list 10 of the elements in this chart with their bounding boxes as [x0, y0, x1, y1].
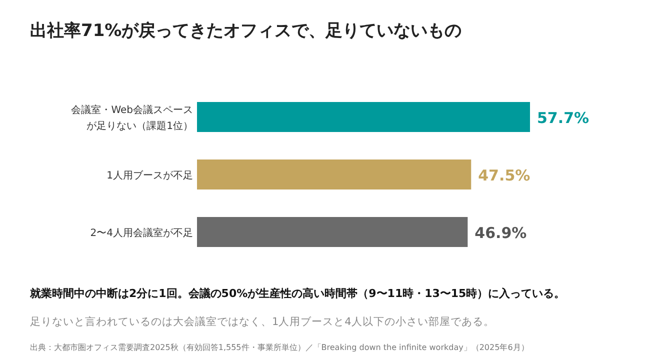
chart-title: 出社率71%が戻ってきたオフィスで、足りていないもの: [30, 21, 462, 41]
source-note: 出典：大都市圏オフィス需要調査2025秋（有効回答1,555件・事業所単位）／「Breaking down the infinite workday」（2025年6月）: [30, 343, 529, 352]
y-tick-label: 2〜4人用会議室が不足: [90, 227, 193, 239]
data-label: 57.7%: [537, 109, 590, 127]
data-label: 46.9%: [474, 224, 527, 242]
text: 就業時間中の中断は2分に1回。会議の50%が生産性の高い時間帯（9〜11時・13〜15時）に入っている。: [29, 287, 566, 300]
y-tick-label: 1人用ブースが不足: [106, 170, 193, 182]
data-label: 47.5%: [478, 166, 530, 184]
y-tick-label: 会議室・Web会議スペースが足りない（課題1位）: [71, 104, 193, 132]
text: 足りないと言われているのは大会議室ではなく、1人用ブースと4人以下の小さい部屋である。: [30, 315, 494, 328]
